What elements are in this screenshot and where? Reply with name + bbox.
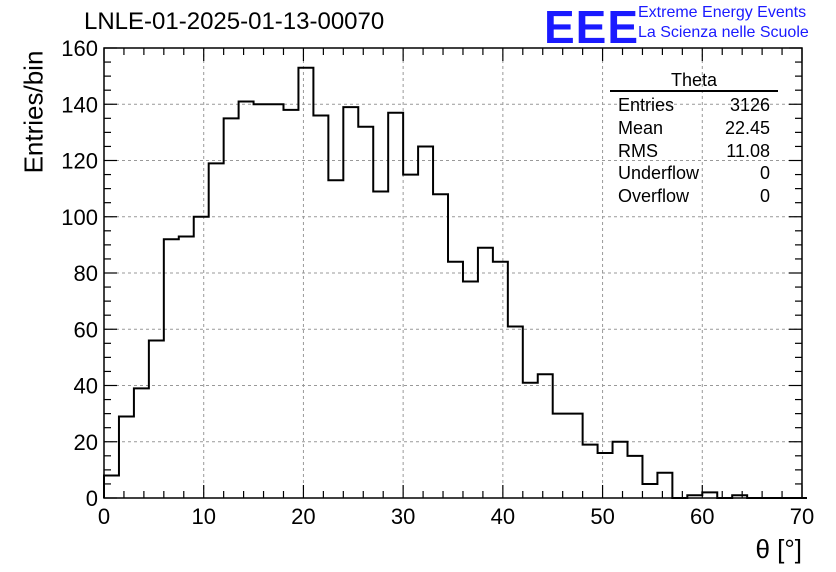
histogram-bin — [642, 484, 657, 498]
histogram-bin — [149, 341, 164, 499]
y-tick-label: 20 — [74, 430, 98, 455]
histogram-outline — [103, 66, 807, 499]
axis-ticks — [103, 47, 803, 499]
histogram-bin — [298, 68, 313, 498]
histogram-bin — [613, 442, 628, 498]
histogram-bin — [478, 248, 493, 498]
stats-label: Overflow — [618, 186, 690, 207]
histogram-bin — [568, 414, 583, 498]
histogram-bin — [523, 383, 538, 498]
tick-labels: 0 10 20 30 40 50 60 70 0 20 40 60 80 100 120 140 160 — [61, 36, 814, 529]
stats-value: 11.08 — [726, 140, 770, 161]
histogram-bin — [508, 326, 523, 498]
y-tick-label: 140 — [61, 92, 98, 117]
histogram-bin — [224, 118, 239, 498]
histogram-bin — [239, 101, 254, 498]
histogram-bin — [538, 374, 553, 498]
histogram-bin — [463, 281, 478, 498]
y-tick-label: 100 — [61, 205, 98, 230]
stats-row-overflow: Overflow 0 — [610, 185, 778, 208]
y-tick-label: 80 — [74, 261, 98, 286]
stats-value: 0 — [759, 186, 770, 207]
stats-row-rms: RMS 11.08 — [610, 140, 778, 163]
stats-row-underflow: Underflow 0 — [610, 162, 778, 185]
histogram-bin — [553, 414, 568, 498]
y-tick-label: 120 — [61, 149, 98, 174]
stats-value: 3126 — [729, 95, 770, 115]
stats-row-entries: Entries 3126 — [610, 94, 778, 117]
x-tick-label: 0 — [98, 504, 110, 529]
stats-label: Mean — [618, 117, 664, 138]
y-tick-label: 160 — [61, 36, 98, 61]
histogram-bin — [448, 262, 463, 498]
histogram-bin — [283, 110, 298, 498]
histogram-bin — [433, 194, 448, 498]
histogram-bin — [343, 107, 358, 498]
y-tick-label: 60 — [74, 317, 98, 342]
run-title: LNLE-01-2025-01-13-00070 — [84, 8, 385, 35]
x-tick-label: 30 — [391, 504, 415, 529]
stats-label: Underflow — [618, 163, 700, 184]
histogram-bin — [313, 116, 328, 499]
histogram-bin — [119, 416, 134, 498]
histogram-bin — [209, 163, 224, 498]
histogram-bin — [328, 180, 343, 498]
histogram-bin — [358, 127, 373, 498]
histogram-bin — [164, 239, 179, 498]
stats-value: 0 — [759, 163, 770, 184]
histogram-bin — [373, 191, 388, 498]
histogram-series — [103, 66, 807, 499]
logo-line-1: Extreme Energy Events — [638, 4, 807, 21]
stats-label: RMS — [618, 140, 658, 161]
histogram-bin — [388, 113, 403, 498]
stats-title: Theta — [610, 70, 778, 92]
histogram-bin — [583, 445, 598, 498]
histogram-bin — [194, 217, 209, 498]
x-tick-label: 10 — [191, 504, 215, 529]
logo-line-2: La Scienza nelle Scuole — [638, 24, 809, 41]
histogram-bin — [418, 146, 433, 498]
x-tick-label: 20 — [291, 504, 315, 529]
histogram-bin — [104, 476, 119, 499]
y-tick-label: 0 — [86, 486, 98, 511]
x-axis-label: θ [°] — [755, 534, 802, 564]
stats-row-mean: Mean 22.45 — [610, 117, 778, 140]
stats-box: Theta Entries 3126 Mean 22.45 RMS 11.08 … — [610, 70, 778, 208]
histogram-bin — [657, 473, 672, 498]
y-tick-label: 40 — [74, 374, 98, 399]
y-axis-label: Entries/bin — [18, 50, 49, 174]
histogram-bin — [628, 456, 643, 498]
stats-value: 22.45 — [724, 117, 770, 138]
x-tick-label: 60 — [690, 504, 714, 529]
histogram-bin — [179, 236, 194, 498]
histogram-bin — [493, 262, 508, 498]
histogram-bin — [254, 104, 269, 498]
eee-logo: EEE — [544, 1, 640, 53]
histogram-bin — [403, 175, 418, 498]
x-tick-label: 40 — [491, 504, 515, 529]
x-tick-label: 50 — [590, 504, 614, 529]
histogram-bin — [269, 104, 284, 498]
x-tick-label: 70 — [790, 504, 814, 529]
histogram-bin — [134, 388, 149, 498]
stats-label: Entries — [618, 95, 675, 115]
histogram-bin — [598, 453, 613, 498]
